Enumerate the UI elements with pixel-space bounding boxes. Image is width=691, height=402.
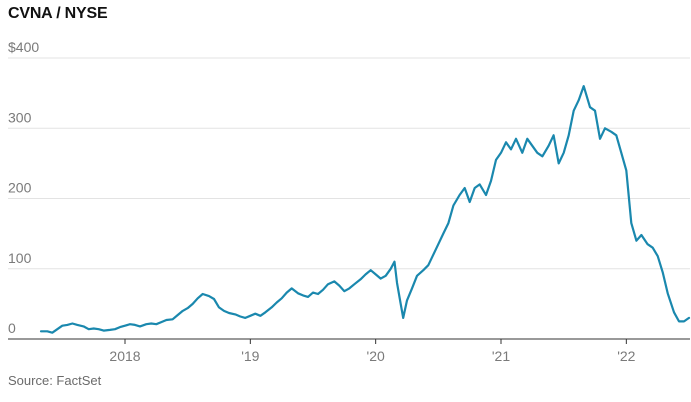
y-tick-label: 0	[8, 320, 16, 336]
x-axis-ticks: 2018 '19 '20 '21 '22	[109, 339, 636, 364]
x-tick-label: '19	[241, 348, 259, 364]
y-tick-label: 100	[8, 250, 32, 266]
y-tick-label: 300	[8, 109, 32, 125]
x-tick-label: '21	[492, 348, 510, 364]
x-tick-label: 2018	[109, 348, 140, 364]
x-tick-label: '20	[367, 348, 385, 364]
y-axis-ticks: $400 300 200 100 0	[8, 39, 39, 336]
x-tick-label: '22	[617, 348, 635, 364]
source-note: Source: FactSet	[8, 373, 102, 388]
y-tick-label: 200	[8, 180, 32, 196]
y-tick-label: $400	[8, 39, 39, 55]
gridlines	[8, 57, 690, 270]
chart-title: CVNA / NYSE	[8, 5, 108, 22]
series-line	[39, 85, 691, 334]
